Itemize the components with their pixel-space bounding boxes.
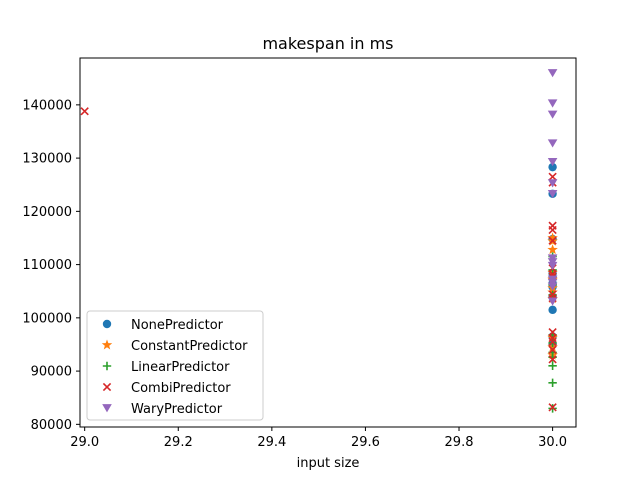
data-point-combipredictor	[548, 236, 557, 245]
data-markers	[80, 69, 558, 413]
data-point-nonepredictor	[548, 162, 557, 172]
data-point-warypredictor	[547, 157, 558, 167]
y-tick-label: 80000	[31, 418, 72, 433]
data-point-combipredictor	[548, 403, 557, 412]
legend-marker-warypredictor	[102, 404, 112, 413]
x-tick-label: 29.0	[70, 435, 99, 450]
x-axis-ticks: 29.0 29.2 29.4 29.6 29.8 30.0	[70, 427, 567, 450]
legend-box	[86, 310, 264, 421]
chart-title: makespan in ms	[262, 34, 393, 53]
legend-label-linearpredictor: LinearPredictor	[131, 360, 230, 375]
data-point-linearpredictor	[548, 378, 557, 388]
data-point-warypredictor	[547, 69, 558, 78]
data-point-constantpredictor	[547, 244, 558, 255]
x-axis-label: input size	[297, 456, 360, 471]
data-point-linearpredictor	[548, 361, 557, 370]
data-point-warypredictor	[547, 99, 558, 108]
data-point-combipredictor	[548, 221, 557, 230]
data-point-warypredictor	[547, 110, 558, 119]
x-tick-label: 29.8	[445, 435, 474, 450]
legend-marker-nonepredictor	[102, 319, 112, 329]
y-tick-label: 90000	[31, 365, 72, 380]
data-point-warypredictor	[547, 297, 558, 306]
data-point-warypredictor	[547, 261, 558, 270]
data-point-warypredictor	[547, 179, 558, 188]
x-tick-label: 30.0	[538, 435, 567, 450]
legend-label-constantpredictor: ConstantPredictor	[131, 339, 248, 354]
y-tick-label: 100000	[22, 311, 72, 326]
data-point-combipredictor	[548, 345, 557, 354]
legend-marker-linearpredictor	[102, 361, 112, 371]
data-point-combipredictor	[548, 290, 557, 299]
plot-frame	[79, 57, 577, 428]
y-tick-label: 110000	[22, 258, 72, 273]
data-point-combipredictor	[548, 355, 557, 364]
data-point-warypredictor	[547, 282, 558, 291]
legend-label-combipredictor: CombiPredictor	[131, 381, 231, 396]
y-tick-label: 140000	[22, 98, 72, 113]
data-point-combipredictor	[548, 172, 557, 181]
data-point-warypredictor	[547, 139, 558, 148]
data-point-constantpredictor	[547, 232, 558, 243]
x-tick-label: 29.2	[164, 435, 193, 450]
data-point-combipredictor	[80, 107, 89, 116]
data-point-warypredictor	[547, 189, 558, 199]
data-point-combipredictor	[548, 328, 557, 337]
y-tick-label: 130000	[22, 152, 72, 167]
legend-label-nonepredictor: NonePredictor	[131, 318, 224, 333]
legend-marker-combipredictor	[102, 382, 112, 392]
legend-marker-constantpredictor	[101, 339, 113, 350]
x-tick-label: 29.4	[257, 435, 286, 450]
y-axis-ticks: 80000 90000 100000 110000 120000 130000 140000	[22, 98, 80, 433]
y-tick-label: 120000	[22, 205, 72, 220]
legend-label-warypredictor: WaryPredictor	[131, 402, 223, 417]
data-point-nonepredictor	[548, 305, 557, 315]
legend: NonePredictor ConstantPredictor LinearPred…	[86, 310, 264, 421]
x-tick-label: 29.6	[351, 435, 380, 450]
